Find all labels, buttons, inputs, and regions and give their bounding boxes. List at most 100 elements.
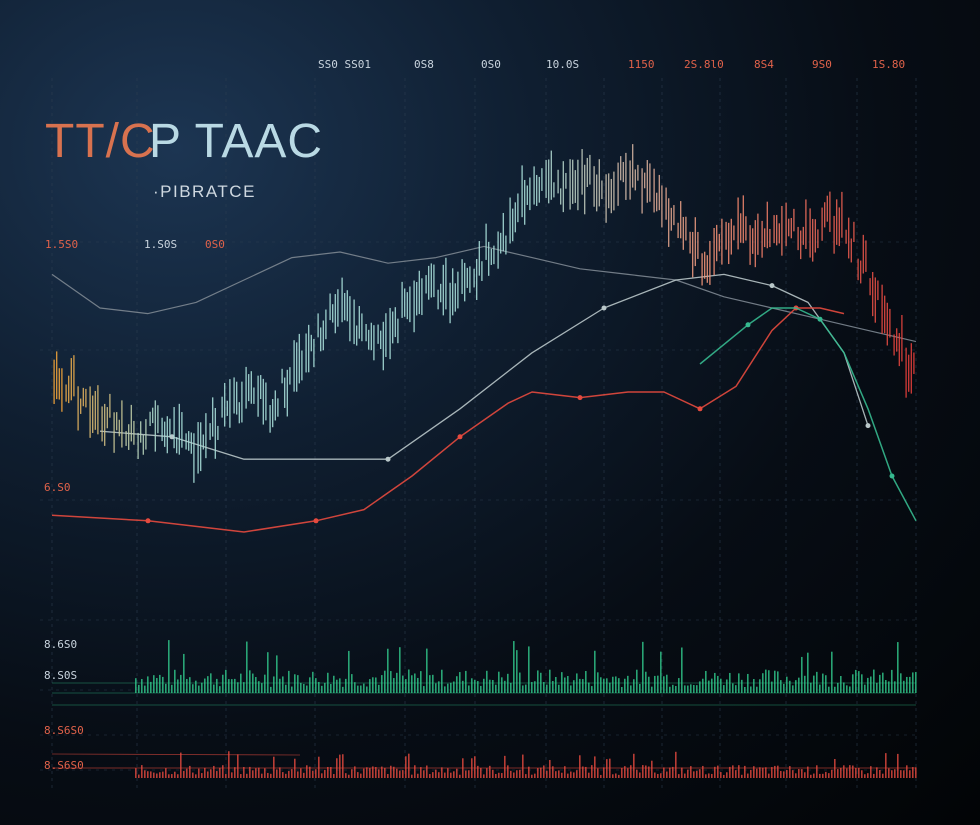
left-axis-label: 8.6S0 — [44, 638, 77, 651]
lower-bar — [504, 755, 506, 778]
lower-bar — [474, 756, 476, 778]
lower-bar — [393, 766, 395, 778]
lower-bar — [576, 770, 578, 778]
lower-bar — [219, 767, 221, 778]
indicator-green-line-dot — [817, 316, 823, 322]
lower-bar — [327, 766, 329, 778]
indicator-smooth-line-dot — [169, 434, 175, 440]
lower-bar — [699, 769, 701, 778]
lower-bar — [552, 766, 554, 778]
lower-bar — [912, 767, 914, 778]
lower-bar — [222, 765, 224, 778]
volume-bar — [885, 680, 887, 693]
volume-bar — [297, 675, 299, 693]
volume-bar — [618, 678, 620, 693]
mid-labels: 1.5S0 1.S0S 0S0 — [45, 238, 225, 251]
volume-bar — [708, 680, 710, 693]
lower-bar — [153, 772, 155, 778]
lower-bar — [585, 766, 587, 778]
volume-bar — [723, 685, 725, 693]
volume-bar — [783, 683, 785, 693]
lower-bar — [297, 771, 299, 778]
volume-bar — [192, 684, 194, 693]
volume-bar — [840, 676, 842, 693]
lower-bar — [726, 772, 728, 778]
volume-bar — [216, 678, 218, 693]
volume-bar — [213, 684, 215, 693]
volume-bar — [612, 676, 614, 693]
lower-bar — [579, 755, 581, 778]
lower-bar — [879, 770, 881, 778]
volume-bar — [303, 683, 305, 693]
volume-bar — [600, 677, 602, 693]
lower-bar — [276, 769, 278, 778]
volume-bar — [813, 675, 815, 693]
volume-bar — [438, 681, 440, 693]
volume-bar — [561, 672, 563, 693]
lower-bar — [138, 774, 140, 778]
indicator-smooth-line-dot — [385, 456, 391, 462]
lower-bar — [357, 772, 359, 778]
top-tick-label: 0S0 — [481, 58, 501, 71]
volume-bar — [333, 675, 335, 693]
volume-bar — [309, 677, 311, 693]
lower-bar — [519, 769, 521, 778]
indicator-red-line-dot — [457, 434, 463, 440]
lower-bar — [561, 772, 563, 778]
lower-bar — [825, 771, 827, 778]
lower-bar — [501, 773, 503, 778]
lower-bar — [714, 766, 716, 778]
lower-bar — [873, 773, 875, 778]
lower-bar — [459, 774, 461, 778]
volume-bar — [570, 685, 572, 693]
lower-bar — [810, 774, 812, 778]
volume-bar — [462, 680, 464, 693]
lower-bar — [804, 772, 806, 778]
lower-bar — [723, 774, 725, 778]
volume-bar — [453, 681, 455, 693]
volume-bar — [183, 653, 185, 693]
volume-bar — [354, 682, 356, 693]
lower-bar — [591, 765, 593, 778]
volume-bar — [435, 683, 437, 693]
volume-bar — [720, 678, 722, 693]
lower-bar — [420, 767, 422, 778]
lower-bar — [786, 769, 788, 778]
volume-bar — [807, 652, 809, 693]
lower-bar — [339, 754, 341, 778]
indicator-green-line — [699, 307, 917, 522]
volume-bar — [516, 650, 518, 693]
lower-bar — [858, 768, 860, 778]
volume-bar — [411, 675, 413, 693]
lower-bar — [624, 766, 626, 778]
lower-bar — [489, 765, 491, 778]
volume-bar — [522, 685, 524, 693]
lower-bar — [648, 766, 650, 778]
lower-bar — [909, 770, 911, 778]
lower-bar — [189, 765, 191, 778]
lower-bar — [147, 771, 149, 778]
lower-bar — [642, 765, 644, 778]
volume-bar — [801, 656, 803, 693]
lower-bar — [738, 765, 740, 778]
lower-bar — [492, 769, 494, 778]
volume-bar — [819, 684, 821, 693]
lower-bar — [606, 759, 608, 778]
volume-bar — [858, 671, 860, 693]
volume-bar — [360, 685, 362, 693]
volume-bar — [279, 678, 281, 693]
lower-bar — [828, 773, 830, 778]
lower-bar — [264, 768, 266, 778]
volume-bar — [171, 684, 173, 693]
lower-bar — [372, 766, 374, 778]
lower-bar — [795, 773, 797, 778]
lower-bar — [345, 773, 347, 778]
volume-bar — [402, 675, 404, 693]
lower-bar — [720, 772, 722, 778]
volume-bar — [894, 681, 896, 693]
volume-bar — [150, 681, 152, 693]
lower-bar — [549, 759, 551, 778]
volume-bar — [450, 682, 452, 693]
lower-bar — [396, 768, 398, 778]
lower-bar — [267, 772, 269, 778]
